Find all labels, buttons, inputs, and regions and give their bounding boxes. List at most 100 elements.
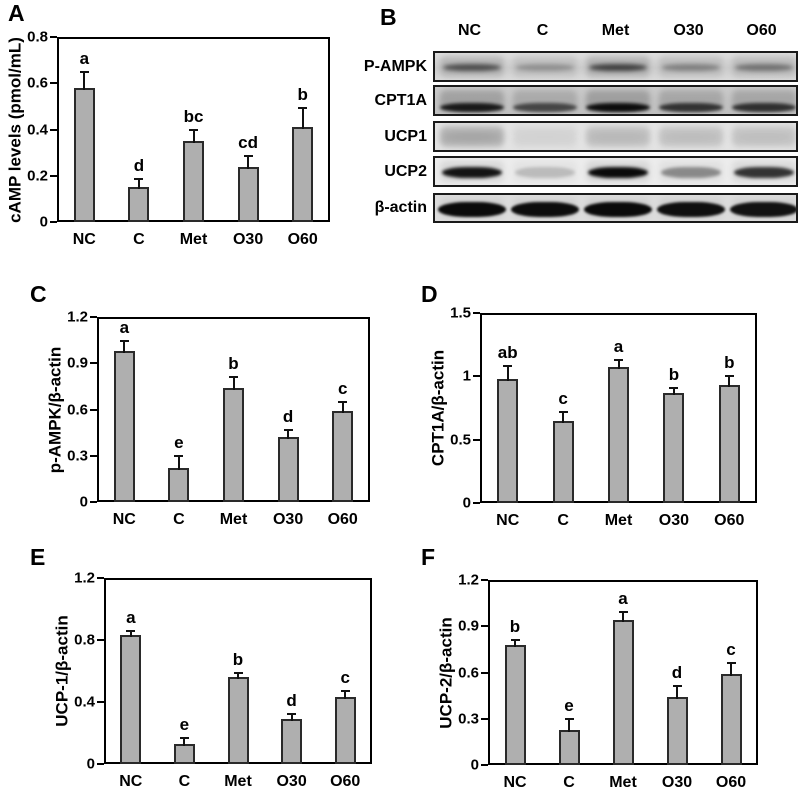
significance-letter: a [79,48,90,68]
bar-NC [73,87,95,222]
error-bar-line [617,359,620,370]
y-axis-tick-label: 0.6 [67,401,88,418]
blot-strip-3 [433,121,798,152]
y-axis-tick-label: 0.9 [458,617,479,635]
significance-letter: d [133,156,145,176]
protein-band [513,132,577,142]
error-bar-line [672,387,675,395]
error-bar-cap [558,410,568,413]
error-bar-line [514,640,516,647]
protein-band [731,102,796,112]
x-category-label: O60 [714,512,745,529]
y-axis-tick-label: 0 [470,756,479,774]
blot-lane [582,158,654,185]
bar-C [128,187,150,222]
error-bar-line [622,612,624,623]
significance-letter: e [179,714,190,734]
significance-letter: d [282,406,294,426]
error-bar-line [123,340,126,353]
error-bar-line [192,129,195,144]
x-category-label: O30 [661,774,693,790]
protein-band [437,202,506,218]
y-axis-tick-label: 0.8 [74,631,95,649]
error-bar-cap [126,629,136,632]
blot-lane [509,87,581,114]
blot-lane [436,53,508,80]
blot-strip-2 [433,85,798,116]
bar-O30 [277,437,299,502]
error-bar-cap [503,365,513,368]
significance-letter: a [613,336,624,356]
protein-band [588,63,647,71]
x-category-label: O60 [327,511,358,528]
y-axis-tick [90,501,97,503]
blot-lane [655,53,727,80]
x-category-label: C [178,773,191,790]
error-bar-cap [79,70,89,73]
bar-Met [612,620,634,765]
protein-band [585,132,650,143]
y-axis-tick-label: 1.2 [458,571,479,589]
significance-letter: c [340,668,350,688]
y-axis-tick [481,764,488,766]
y-axis-tick-label: 0.8 [27,28,48,46]
y-axis-tick-label: 0.3 [458,710,479,728]
protein-band [658,132,723,143]
protein-band [729,202,796,218]
lane-smudge [439,126,504,147]
error-bar-line [506,366,509,381]
blot-lane [582,195,654,221]
y-axis-tick [90,408,97,411]
error-bar-cap [340,690,350,693]
error-bar-line [183,737,186,746]
y-axis-tick [481,671,488,674]
y-axis-tick [473,375,480,378]
y-axis-tick [97,577,104,579]
panel-f-label: F [421,544,436,570]
y-axis-title: p-AMPK/β-actin [45,346,65,473]
blot-lane-header-O30: O30 [673,22,704,39]
blot-lane-header-NC: NC [457,22,482,39]
blot-row-label: UCP2 [384,162,427,180]
blot-lane-header-O60: O60 [746,22,777,39]
significance-letter: d [286,691,297,711]
error-bar-cap [564,717,574,720]
significance-letter: b [509,617,521,637]
y-axis-tick-label: 0.9 [67,354,88,372]
x-category-label: Met [219,511,248,528]
error-bar-line [287,429,290,440]
y-axis-tick-label: 1.2 [74,569,95,587]
protein-band [442,63,501,71]
lane-smudge [512,161,577,182]
blot-lane [728,158,797,185]
protein-band [661,63,720,71]
y-axis-tick [90,316,97,318]
error-bar-cap [298,106,308,109]
blot-lane [509,158,581,185]
bar-O60 [332,411,354,502]
x-category-label: NC [503,774,527,790]
error-bar-cap [119,339,129,342]
error-bar-line [301,107,304,130]
blot-lane [436,158,508,185]
bar-C [552,420,574,503]
error-bar-cap [287,713,297,716]
bar-O30 [281,719,303,764]
y-axis-tick [97,639,104,641]
bar-Met [223,387,244,502]
bar-O60 [720,674,742,765]
protein-band [439,102,504,112]
x-category-label: O30 [276,773,307,790]
x-category-label: O30 [658,512,690,529]
bar-NC [504,644,526,765]
error-bar-line [341,401,344,414]
y-axis-tick-label: 1.2 [67,308,88,326]
lane-smudge [585,126,650,147]
bar-C [168,468,190,502]
x-category-label: O60 [715,774,747,790]
y-axis-tick-label: 0.6 [458,664,479,681]
y-axis-tick [473,438,480,441]
error-bar-line [562,411,565,423]
x-category-label: C [557,512,569,529]
